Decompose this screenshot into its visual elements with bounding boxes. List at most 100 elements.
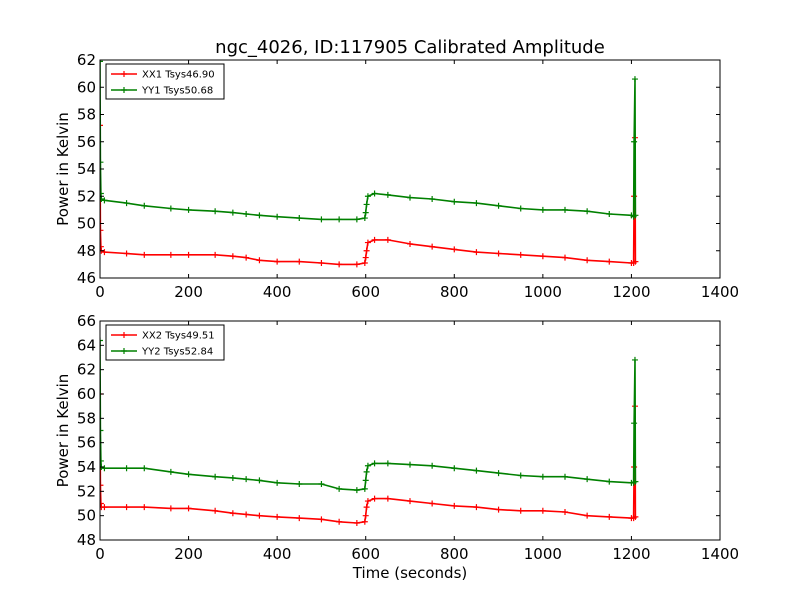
data-point-top-1-17 bbox=[353, 216, 360, 223]
data-point-top-0-23 bbox=[384, 236, 391, 243]
data-point-top-1-7 bbox=[167, 205, 174, 212]
data-point-top-1-38 bbox=[632, 212, 639, 219]
data-point-top-0-31 bbox=[562, 254, 568, 261]
chart-panel-bottom: 0 200 400 600 800 1000 1200 1400 48 50 52 54 56 58 60 6… bbox=[54, 312, 739, 563]
data-point-top-0-0 bbox=[100, 122, 103, 129]
data-point-bottom-1-5 bbox=[123, 465, 130, 472]
data-point-top-0-9 bbox=[212, 251, 219, 258]
y-axis-label-top: Power in Kelvin bbox=[54, 112, 72, 226]
y-tick-label-top-5: 56 bbox=[77, 133, 96, 151]
legend-box-bottom bbox=[105, 324, 225, 361]
data-point-top-1-18 bbox=[361, 215, 368, 222]
data-point-bottom-1-19 bbox=[362, 477, 369, 484]
data-point-bottom-0-28 bbox=[495, 506, 502, 513]
y-tick-label-top-4: 54 bbox=[77, 160, 96, 178]
data-point-top-1-32 bbox=[584, 208, 591, 215]
data-point-top-0-15 bbox=[318, 260, 325, 267]
legend-label-top-1: YY1 Tsys50.68 bbox=[141, 86, 213, 97]
data-point-bottom-0-22 bbox=[371, 495, 378, 502]
y-tick-label-top-2: 50 bbox=[77, 215, 96, 233]
data-point-top-1-21 bbox=[364, 193, 371, 200]
data-point-top-1-8 bbox=[185, 206, 192, 213]
data-point-bottom-1-14 bbox=[296, 481, 303, 488]
data-point-top-0-28 bbox=[495, 250, 502, 257]
data-point-bottom-0-15 bbox=[318, 516, 325, 523]
legend-marker-bottom-1 bbox=[121, 348, 127, 354]
data-point-top-1-28 bbox=[495, 202, 502, 209]
data-point-bottom-1-4 bbox=[101, 465, 108, 472]
data-point-top-0-32 bbox=[584, 257, 591, 264]
data-point-top-1-31 bbox=[562, 206, 568, 213]
data-point-bottom-1-37 bbox=[631, 356, 638, 363]
data-point-bottom-0-4 bbox=[101, 504, 108, 511]
y-tick-label-top-6: 58 bbox=[77, 106, 96, 124]
data-point-bottom-1-33 bbox=[606, 478, 613, 485]
x-tick-label-bottom-7: 1400 bbox=[701, 545, 739, 563]
legend-marker-top-0 bbox=[121, 71, 127, 77]
y-tick-label-top-0: 46 bbox=[77, 269, 96, 287]
data-point-top-0-17 bbox=[353, 261, 360, 268]
data-point-top-0-14 bbox=[296, 258, 303, 265]
data-point-top-1-22 bbox=[371, 190, 378, 197]
data-point-top-1-9 bbox=[212, 208, 219, 215]
data-point-top-1-23 bbox=[384, 191, 391, 198]
x-tick-label-bottom-3: 600 bbox=[351, 545, 380, 563]
data-point-bottom-1-15 bbox=[318, 481, 325, 488]
legend-box-top bbox=[105, 63, 225, 100]
data-point-bottom-1-7 bbox=[167, 468, 174, 475]
data-point-bottom-1-23 bbox=[384, 460, 391, 467]
data-point-bottom-1-12 bbox=[256, 477, 263, 484]
data-point-bottom-1-16 bbox=[336, 485, 343, 492]
data-point-bottom-0-31 bbox=[562, 509, 568, 516]
data-point-bottom-0-5 bbox=[123, 504, 130, 511]
x-tick-label-top-2: 400 bbox=[263, 283, 292, 301]
y-tick-label-bottom-6: 60 bbox=[77, 385, 96, 403]
data-point-bottom-0-30 bbox=[539, 507, 546, 514]
data-point-top-0-21 bbox=[364, 239, 371, 246]
data-point-bottom-0-23 bbox=[384, 495, 391, 502]
data-point-bottom-1-24 bbox=[407, 461, 413, 468]
data-point-bottom-0-26 bbox=[451, 502, 458, 509]
figure-title: ngc_4026, ID:117905 Calibrated Amplitude bbox=[215, 37, 605, 58]
data-point-bottom-0-19 bbox=[362, 512, 369, 519]
data-point-top-1-37 bbox=[631, 76, 638, 83]
data-point-top-0-25 bbox=[429, 243, 436, 250]
data-point-bottom-0-29 bbox=[517, 507, 524, 514]
data-point-bottom-0-21 bbox=[364, 498, 371, 505]
data-point-top-0-26 bbox=[451, 246, 458, 253]
data-point-bottom-1-25 bbox=[429, 462, 436, 469]
y-tick-label-top-8: 62 bbox=[77, 51, 96, 69]
data-point-top-0-33 bbox=[606, 258, 613, 265]
data-point-bottom-1-18 bbox=[361, 485, 368, 492]
y-tick-label-bottom-5: 58 bbox=[77, 409, 96, 427]
data-point-top-0-6 bbox=[141, 251, 148, 258]
data-point-top-0-10 bbox=[229, 253, 236, 260]
data-point-top-0-12 bbox=[256, 257, 263, 264]
data-point-bottom-0-14 bbox=[296, 515, 303, 522]
data-point-bottom-1-36 bbox=[631, 420, 638, 427]
data-point-top-0-19 bbox=[362, 254, 369, 261]
plot-frame-bottom bbox=[99, 320, 721, 541]
data-point-top-0-11 bbox=[243, 254, 250, 261]
x-axis-label: Time (seconds) bbox=[352, 564, 468, 582]
data-point-top-0-16 bbox=[336, 261, 343, 268]
data-point-top-1-4 bbox=[101, 197, 108, 204]
data-point-bottom-0-17 bbox=[353, 519, 360, 526]
data-point-top-1-6 bbox=[141, 202, 148, 209]
x-tick-label-top-0: 0 bbox=[95, 283, 105, 301]
x-tick-label-bottom-6: 1200 bbox=[612, 545, 650, 563]
series-bottom-0 bbox=[100, 391, 639, 526]
data-point-bottom-1-27 bbox=[473, 467, 480, 474]
data-point-bottom-0-24 bbox=[407, 498, 413, 505]
data-point-bottom-0-25 bbox=[429, 500, 436, 507]
data-point-top-0-29 bbox=[517, 251, 524, 258]
legend-label-bottom-0: XX2 Tsys49.51 bbox=[142, 331, 215, 342]
data-point-bottom-0-8 bbox=[185, 505, 192, 512]
x-tick-label-bottom-5: 1000 bbox=[524, 545, 562, 563]
data-point-top-0-24 bbox=[407, 240, 413, 247]
data-point-bottom-1-11 bbox=[243, 476, 250, 483]
data-point-bottom-0-9 bbox=[212, 507, 219, 514]
y-tick-label-bottom-8: 64 bbox=[77, 336, 96, 354]
y-tick-label-top-1: 48 bbox=[77, 242, 96, 260]
